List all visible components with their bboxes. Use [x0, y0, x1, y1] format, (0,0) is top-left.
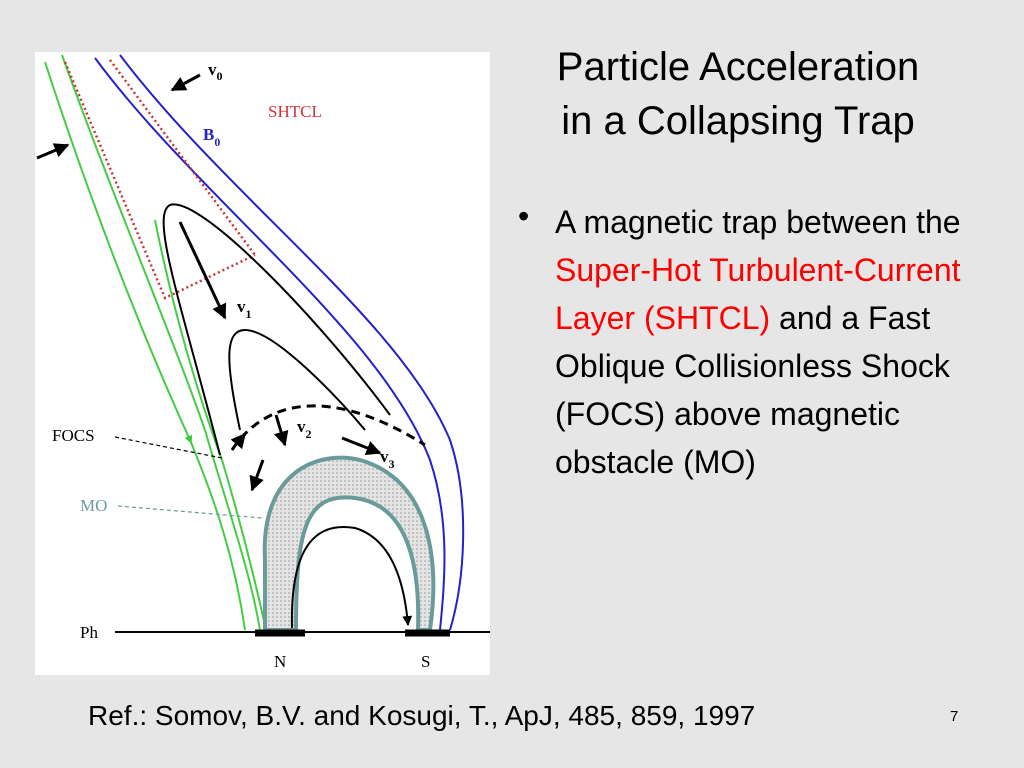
- label-b0: B0: [203, 125, 220, 149]
- title-line: Particle Acceleration: [556, 45, 920, 89]
- page-number: 7: [950, 708, 959, 725]
- slide-title: Particle Acceleration in a Collapsing Tr…: [500, 40, 976, 148]
- bullet-text: A magnetic trap between the Super-Hot Tu…: [555, 198, 975, 486]
- label-n: N: [274, 652, 286, 671]
- bullet-marker: •: [518, 198, 530, 234]
- label-v3: v3: [380, 447, 395, 471]
- bullet-segment: A magnetic trap between the: [555, 204, 961, 240]
- label-s: S: [421, 652, 430, 671]
- label-v2: v2: [297, 417, 312, 441]
- label-v1: v1: [237, 297, 252, 321]
- label-focs: FOCS: [52, 426, 95, 445]
- velocity-arrows: [36, 73, 382, 492]
- label-shtcl: SHTCL: [268, 102, 322, 121]
- field-lines: [44, 54, 490, 637]
- reference: Ref.: Somov, B.V. and Kosugi, T., ApJ, 4…: [88, 700, 756, 731]
- label-ph: Ph: [80, 623, 98, 642]
- bullet-segment-highlight: Super-Hot Turbulent-Current Layer (SHTCL…: [555, 252, 961, 336]
- title-line: in a Collapsing Trap: [561, 99, 915, 143]
- label-mo: MO: [80, 496, 107, 515]
- label-v0: v0: [208, 60, 223, 83]
- bullet-segment: and a Fast Oblique Collisionless Shock (…: [555, 300, 950, 480]
